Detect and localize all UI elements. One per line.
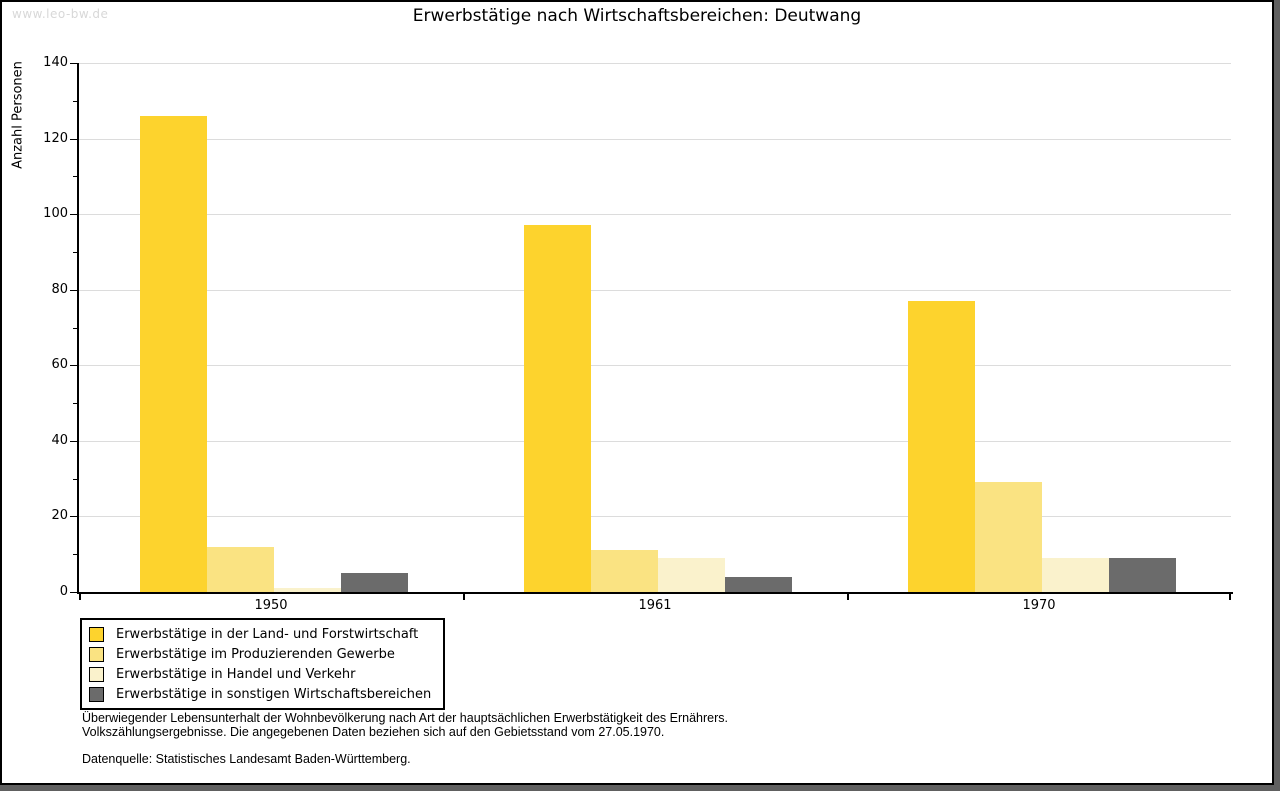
- bar-1970-series-3: [1042, 558, 1109, 592]
- gridline: [79, 214, 1231, 216]
- x-axis-tick: [463, 594, 465, 600]
- y-axis-line: [77, 63, 79, 594]
- legend: Erwerbstätige in der Land- und Forstwirt…: [80, 618, 446, 710]
- x-axis-tick: [847, 594, 849, 600]
- gridline: [79, 440, 1231, 442]
- legend-swatch: [89, 626, 104, 642]
- legend-item: Erwerbstätige in Handel und Verkehr: [89, 664, 431, 684]
- y-minor-tick: [73, 251, 77, 253]
- bar-1970-series-4: [1109, 558, 1176, 592]
- bar-1950-series-2: [207, 546, 274, 592]
- legend-label: Erwerbstätige in sonstigen Wirtschaftsbe…: [116, 686, 432, 702]
- y-axis-label: Anzahl Personen: [10, 61, 26, 169]
- y-major-tick: [70, 214, 77, 216]
- chart-title: Erwerbstätige nach Wirtschaftsbereichen:…: [412, 6, 862, 26]
- y-minor-tick: [73, 100, 77, 102]
- y-tick-label: 140: [43, 55, 68, 70]
- bar-1961-series-4: [725, 576, 792, 592]
- gridline: [79, 63, 1231, 64]
- footnote: Überwiegender Lebensunterhalt der Wohnbe…: [82, 711, 728, 766]
- x-category-label: 1961: [638, 598, 672, 613]
- y-tick-label: 80: [51, 281, 68, 297]
- footnote-line-1: Überwiegender Lebensunterhalt der Wohnbe…: [82, 711, 728, 725]
- y-major-tick: [70, 440, 77, 442]
- legend-item: Erwerbstätige in sonstigen Wirtschaftsbe…: [89, 684, 431, 704]
- legend-item: Erwerbstätige in der Land- und Forstwirt…: [89, 624, 431, 644]
- y-tick-label: 20: [51, 508, 68, 524]
- y-minor-tick: [73, 176, 77, 178]
- y-minor-tick: [73, 403, 77, 405]
- data-source: Datenquelle: Statistisches Landesamt Bad…: [82, 752, 411, 766]
- bar-1961-series-3: [658, 558, 725, 592]
- bar-1950-series-1: [140, 115, 207, 592]
- bar-1961-series-2: [591, 550, 658, 592]
- y-tick-label: 60: [51, 357, 68, 373]
- bar-1970-series-1: [908, 301, 975, 592]
- y-tick-label: 120: [43, 130, 68, 146]
- bar-1950-series-3: [274, 588, 341, 592]
- gridline: [79, 138, 1231, 140]
- x-axis-tick: [79, 594, 81, 600]
- x-axis-tick: [1229, 594, 1231, 600]
- bar-1950-series-4: [341, 573, 408, 592]
- y-major-tick: [70, 138, 77, 140]
- y-minor-tick: [73, 554, 77, 556]
- legend-swatch: [89, 666, 104, 682]
- y-major-tick: [70, 592, 77, 593]
- gridline: [79, 516, 1231, 518]
- legend-item: Erwerbstätige im Produzierenden Gewerbe: [89, 644, 431, 664]
- watermark: www.leo-bw.de: [12, 7, 109, 21]
- y-tick-label: 0: [59, 584, 68, 599]
- x-axis-line: [77, 592, 1233, 594]
- legend-label: Erwerbstätige in Handel und Verkehr: [116, 666, 356, 682]
- x-category-label: 1970: [1022, 598, 1056, 613]
- gridline: [79, 289, 1231, 291]
- footnote-line-2: Volkszählungsergebnisse. Die angegebenen…: [82, 725, 665, 739]
- y-tick-label: 40: [51, 432, 68, 448]
- legend-label: Erwerbstätige in der Land- und Forstwirt…: [116, 626, 419, 642]
- gridline: [79, 365, 1231, 367]
- bar-1961-series-1: [524, 225, 591, 592]
- y-major-tick: [70, 516, 77, 518]
- y-minor-tick: [73, 478, 77, 480]
- y-major-tick: [70, 365, 77, 367]
- legend-swatch: [89, 686, 104, 702]
- y-major-tick: [70, 63, 77, 64]
- y-tick-label: 100: [43, 206, 68, 222]
- legend-label: Erwerbstätige im Produzierenden Gewerbe: [116, 646, 395, 662]
- y-major-tick: [70, 289, 77, 291]
- plot-area: 0 20 40 60 80 100 120 140 1950 1961 1970: [43, 55, 1233, 613]
- legend-swatch: [89, 646, 104, 662]
- bar-1970-series-2: [975, 482, 1042, 592]
- y-minor-tick: [73, 327, 77, 329]
- x-category-label: 1950: [254, 598, 288, 613]
